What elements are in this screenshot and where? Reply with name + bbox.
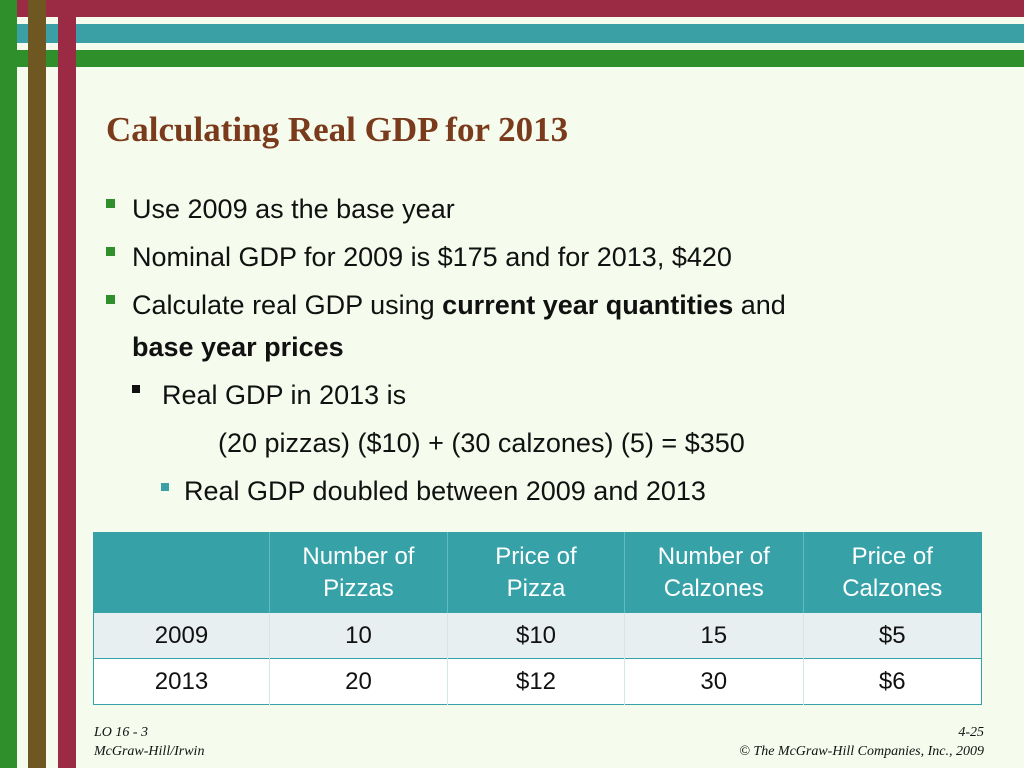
table-row: 2013 20 $12 30 $6 bbox=[93, 658, 982, 705]
table-cell: 30 bbox=[624, 658, 804, 705]
bullet-square-icon bbox=[106, 199, 115, 208]
footer-learning-objective: LO 16 - 3 bbox=[94, 725, 149, 740]
formula-line: (20 pizzas) ($10) + (30 calzones) (5) = … bbox=[218, 428, 745, 458]
left-red-stripe bbox=[58, 0, 76, 768]
sub-bullet-square-icon bbox=[132, 385, 140, 393]
header-cell-number-of-pizzas: Number of Pizzas bbox=[269, 532, 448, 613]
table-cell-year: 2013 bbox=[93, 658, 270, 705]
table-cell: $6 bbox=[803, 658, 982, 705]
bullet-square-icon bbox=[106, 247, 115, 256]
bullet-text-middle: and bbox=[733, 290, 786, 320]
footer-publisher: McGraw-Hill/Irwin bbox=[94, 744, 205, 759]
header-cell-price-of-pizza: Price of Pizza bbox=[447, 532, 626, 613]
bullet-item: Calculate real GDP using current year qu… bbox=[106, 284, 986, 368]
table-cell: $5 bbox=[803, 613, 982, 659]
table-cell: 20 bbox=[269, 658, 448, 705]
footer-copyright: © The McGraw-Hill Companies, Inc., 2009 bbox=[739, 744, 984, 759]
bullet-bold-base-year-prices: base year prices bbox=[132, 332, 344, 362]
header-cell-empty bbox=[93, 532, 270, 613]
conclusion-bullet: Real GDP doubled between 2009 and 2013 bbox=[106, 470, 986, 512]
bullet-text: Nominal GDP for 2009 is $175 and for 201… bbox=[132, 242, 732, 272]
bullet-square-icon bbox=[106, 295, 115, 304]
top-teal-stripe bbox=[0, 24, 1024, 43]
table-cell: 10 bbox=[269, 613, 448, 659]
bullet-bold-current-year-quantities: current year quantities bbox=[442, 290, 734, 320]
data-table: Number of Pizzas Price of Pizza Number of C… bbox=[93, 532, 982, 705]
sub-bullet-item: Real GDP in 2013 is bbox=[106, 374, 986, 416]
header-cell-number-of-calzones: Number of Calzones bbox=[624, 532, 804, 613]
slide-title: Calculating Real GDP for 2013 bbox=[106, 110, 569, 149]
table-cell: $12 bbox=[447, 658, 626, 705]
left-brown-stripe bbox=[28, 0, 46, 768]
bullet-text-prefix: Calculate real GDP using bbox=[132, 290, 443, 320]
table-cell: $10 bbox=[447, 613, 626, 659]
conclusion-text: Real GDP doubled between 2009 and 2013 bbox=[184, 476, 706, 506]
bullet-text: Use 2009 as the base year bbox=[132, 194, 455, 224]
table-header-row: Number of Pizzas Price of Pizza Number of C… bbox=[93, 532, 982, 613]
header-cell-price-of-calzones: Price of Calzones bbox=[803, 532, 982, 613]
teal-bullet-square-icon bbox=[161, 483, 169, 491]
table-cell-year: 2009 bbox=[93, 613, 270, 659]
table-row: 2009 10 $10 15 $5 bbox=[93, 613, 982, 659]
sub-bullet-text: Real GDP in 2013 is bbox=[162, 380, 407, 410]
top-red-stripe bbox=[0, 0, 1024, 17]
bullet-item: Nominal GDP for 2009 is $175 and for 201… bbox=[106, 236, 986, 278]
bullet-item: Use 2009 as the base year bbox=[106, 188, 986, 230]
footer-page-number: 4-25 bbox=[958, 725, 984, 740]
bullet-list: Use 2009 as the base year Nominal GDP fo… bbox=[106, 188, 986, 512]
left-green-stripe bbox=[0, 0, 17, 768]
table-cell: 15 bbox=[624, 613, 804, 659]
top-green-stripe bbox=[0, 50, 1024, 67]
